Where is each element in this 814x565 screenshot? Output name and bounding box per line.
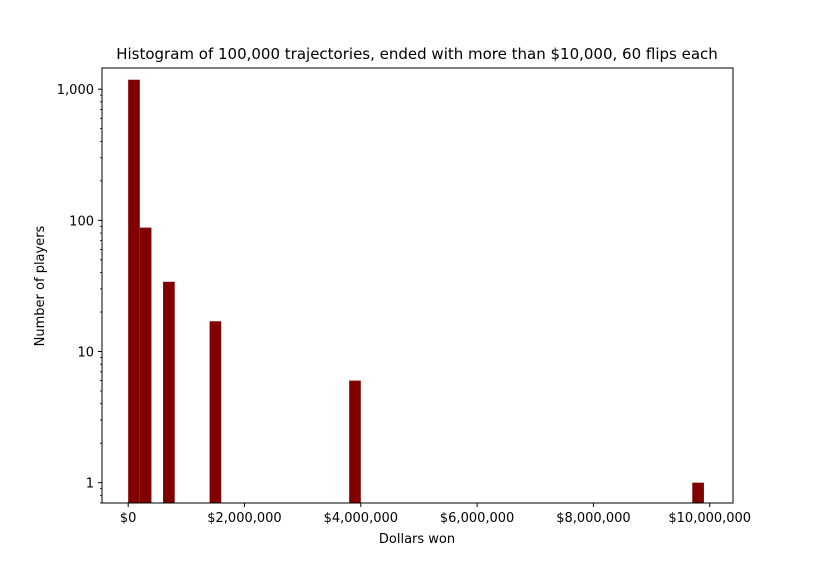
histogram-bar-0 (128, 79, 140, 503)
x-tick-label-3: $6,000,000 (440, 511, 514, 526)
histogram-bar-1 (139, 227, 152, 503)
x-tick-label-5: $10,000,000 (668, 511, 751, 526)
chart-title: Histogram of 100,000 trajectories, ended… (116, 45, 718, 63)
x-axis-ticks: $0 $2,000,000 $4,000,000 $6,000,000 $8,000,0… (120, 503, 751, 526)
y-axis-label: Number of players (33, 225, 48, 346)
x-tick-label-2: $4,000,000 (324, 511, 398, 526)
bars-group (128, 79, 704, 503)
y-tick-label-1: 10 (77, 346, 94, 361)
histogram-bar-3 (209, 321, 222, 503)
x-tick-label-4: $8,000,000 (556, 511, 630, 526)
y-axis-ticks: 1 10 100 1,000 (57, 83, 102, 492)
x-tick-label-1: $2,000,000 (207, 511, 281, 526)
plot-frame (101, 67, 734, 504)
histogram-bar-4 (349, 380, 361, 503)
y-tick-label-2: 100 (69, 214, 94, 229)
x-tick-label-0: $0 (120, 511, 137, 526)
histogram-bar-5 (692, 482, 704, 503)
y-tick-label-0: 1 (86, 477, 94, 492)
histogram-bar-2 (163, 281, 175, 503)
y-tick-label-3: 1,000 (57, 83, 94, 98)
x-axis-label: Dollars won (379, 532, 455, 547)
